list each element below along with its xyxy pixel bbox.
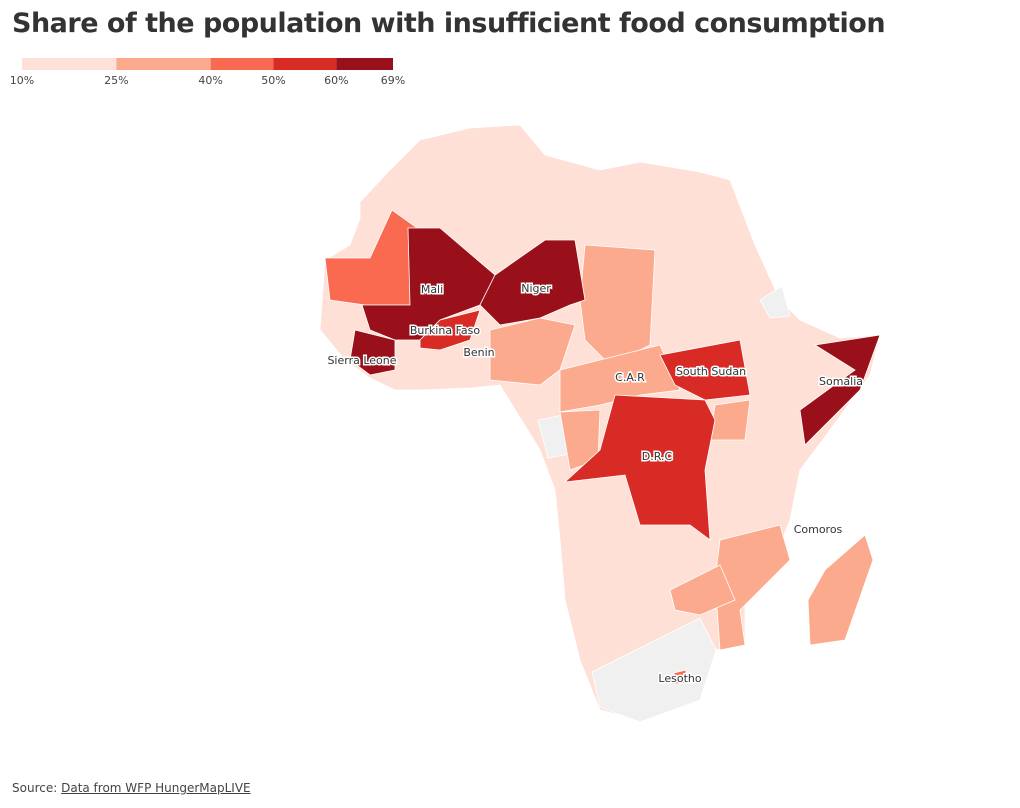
region: [659, 339, 751, 401]
legend-tick-label: 50%: [261, 74, 285, 87]
legend-swatch: [22, 58, 117, 70]
country-label: Mali: [421, 283, 443, 296]
region: [349, 329, 396, 376]
source-prefix: Source:: [12, 781, 58, 795]
region: [759, 285, 791, 319]
region: [479, 239, 586, 326]
legend-tick-label: 60%: [324, 74, 348, 87]
country-label: Comoros: [794, 523, 843, 536]
country-label: Burkina Faso: [410, 324, 480, 337]
country-label: Lesotho: [658, 672, 701, 685]
region: [419, 309, 481, 351]
country-label: South Sudan: [676, 365, 746, 378]
country-label: D.R.C: [642, 450, 673, 463]
continent: [319, 124, 881, 721]
region: [807, 534, 874, 646]
legend-tick-label: 10%: [10, 74, 34, 87]
country-label: Sierra Leone: [327, 354, 396, 367]
legend-swatch: [273, 58, 337, 70]
map: [319, 124, 881, 723]
legend-tick-label: 25%: [104, 74, 128, 87]
title: Share of the population with insufficien…: [12, 8, 886, 39]
region: [799, 334, 881, 446]
legend-swatch: [336, 58, 393, 70]
source: Source: Data from WFP HungerMapLIVE: [12, 781, 251, 795]
country-label: C.A.R: [615, 371, 645, 384]
country-label: Niger: [521, 282, 551, 295]
region: [673, 669, 687, 685]
region: [709, 399, 751, 441]
legend-tick-label: 40%: [198, 74, 222, 87]
region: [563, 394, 716, 541]
country-label: Benin: [463, 346, 494, 359]
source-link[interactable]: Data from WFP HungerMapLIVE: [61, 781, 251, 795]
legend-tick-label: 69%: [381, 74, 405, 87]
labels: Mali Niger Burkina Faso Sierra Leone Benin C.…: [326, 281, 865, 687]
legend: 10% 25% 40% 50% 60% 69%: [10, 58, 405, 87]
legend-swatch: [116, 58, 211, 70]
legend-swatch: [210, 58, 274, 70]
region: [669, 564, 736, 616]
region: [591, 617, 717, 723]
country-label: Somalia: [819, 375, 863, 388]
